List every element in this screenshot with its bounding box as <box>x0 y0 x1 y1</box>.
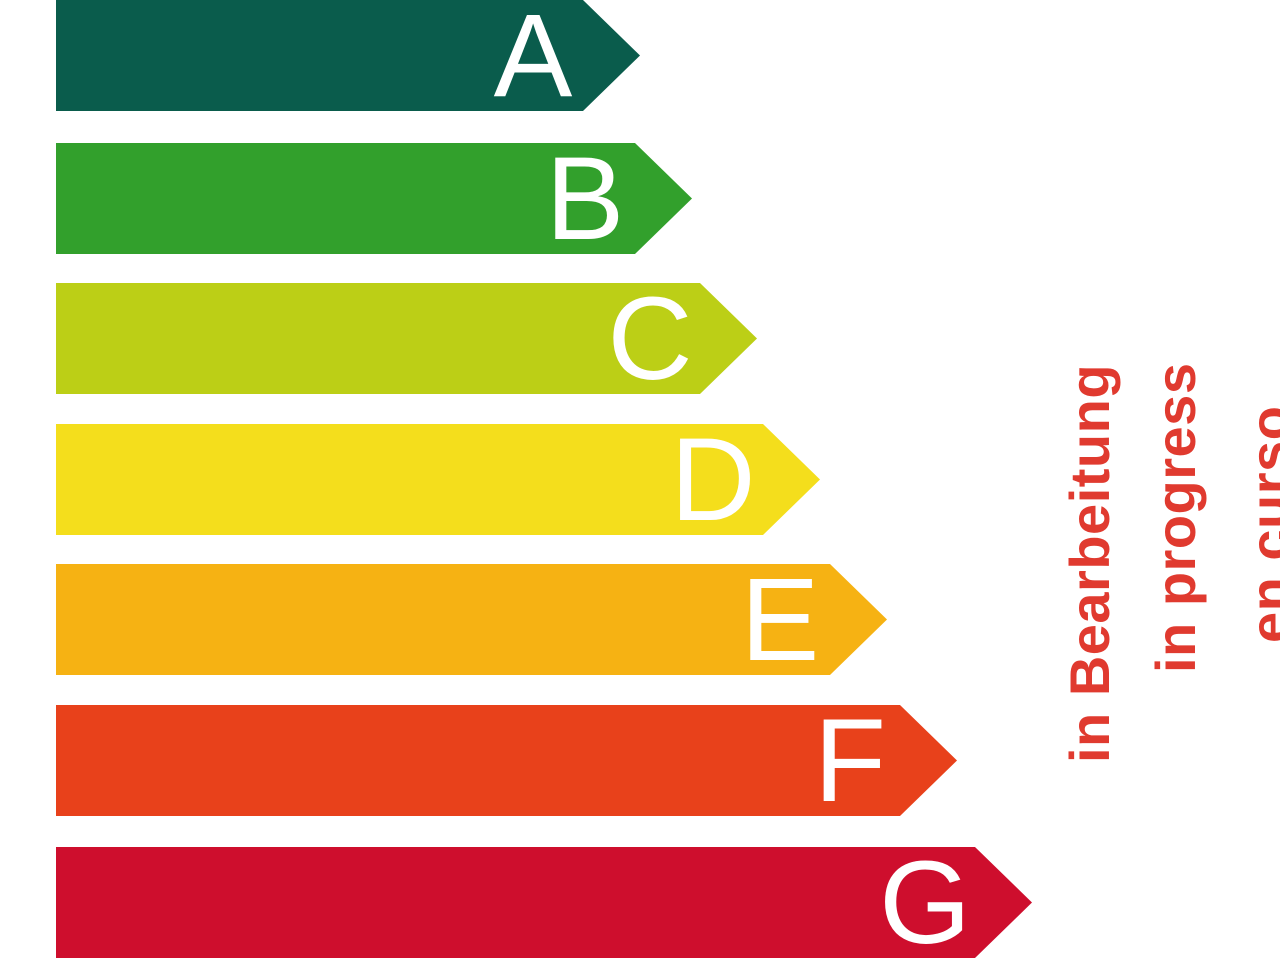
rating-bar-d: D <box>56 421 820 539</box>
status-caption-en: in progress <box>1144 362 1207 673</box>
rating-bar-g: G <box>56 844 1032 960</box>
rating-bar-b: B <box>56 140 692 258</box>
bar-shape-c <box>56 283 757 394</box>
bar-shape-f <box>56 705 957 816</box>
rating-bar-e: E <box>56 561 887 679</box>
rating-bar-c: C <box>56 280 757 398</box>
status-captions-group: in Bearbeitung in progress en curso <box>960 0 1280 960</box>
status-caption-es: en curso <box>1238 405 1280 643</box>
bar-shape-a <box>56 0 640 111</box>
bar-shape-e <box>56 564 887 675</box>
bar-shape-g <box>56 847 1032 958</box>
bar-shape-b <box>56 143 692 254</box>
bar-shape-d <box>56 424 820 535</box>
status-caption-de: in Bearbeitung <box>1058 363 1121 763</box>
rating-bar-a: A <box>56 0 640 115</box>
rating-bar-f: F <box>56 702 957 820</box>
